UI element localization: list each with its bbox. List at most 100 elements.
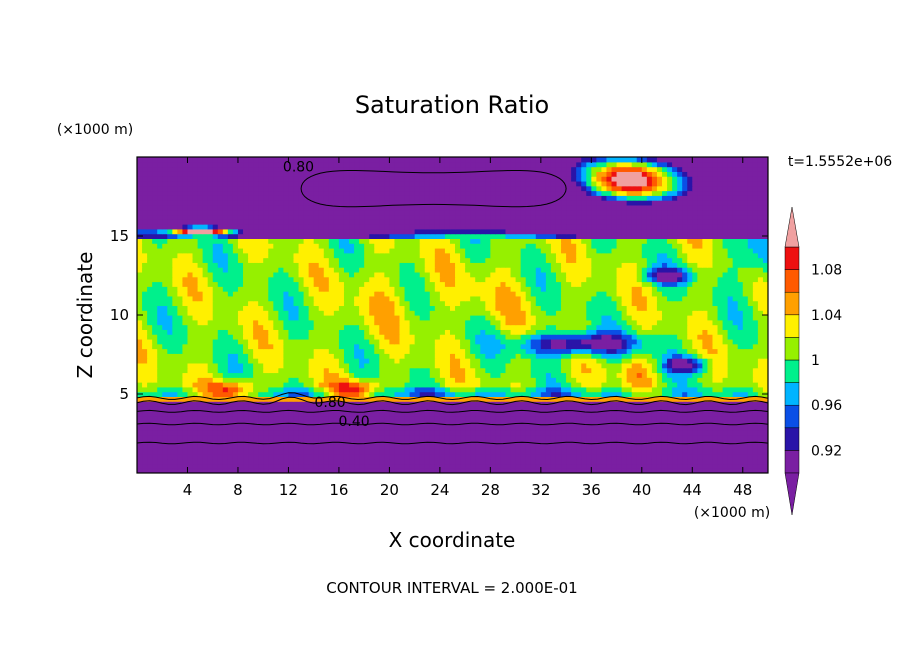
heatmap-cell <box>460 315 466 321</box>
heatmap-cell <box>253 401 259 407</box>
heatmap-cell <box>389 439 396 445</box>
heatmap-cell <box>677 382 683 388</box>
heatmap-cell <box>601 449 608 455</box>
heatmap-cell <box>722 358 729 364</box>
heatmap-cell <box>606 338 613 345</box>
heatmap-cell <box>444 329 451 335</box>
heatmap-cell <box>677 463 683 469</box>
heatmap-cell <box>566 305 572 311</box>
heatmap-cell <box>192 444 199 450</box>
heatmap-cell <box>702 444 709 450</box>
heatmap-cell <box>278 458 284 465</box>
heatmap-cell <box>722 372 729 378</box>
heatmap-cell <box>591 463 597 469</box>
heatmap-cell <box>687 405 693 412</box>
heatmap-cell <box>137 425 143 431</box>
heatmap-cell <box>550 382 557 388</box>
heatmap-cell <box>712 453 719 460</box>
heatmap-cell <box>232 300 239 307</box>
heatmap-cell <box>197 367 204 374</box>
heatmap-cell <box>626 458 633 465</box>
heatmap-cell <box>379 348 385 354</box>
heatmap-cell <box>419 391 426 397</box>
heatmap-cell <box>207 449 214 455</box>
heatmap-cell <box>414 334 421 340</box>
heatmap-cell <box>227 334 234 340</box>
heatmap-cell <box>682 329 688 335</box>
heatmap-cell <box>283 372 290 378</box>
heatmap-cell <box>394 444 401 450</box>
heatmap-cell <box>455 329 461 335</box>
heatmap-cell <box>182 410 189 417</box>
heatmap-cell <box>409 468 416 473</box>
heatmap-cell <box>318 343 325 350</box>
heatmap-cell <box>369 324 375 330</box>
heatmap-cell <box>651 281 658 287</box>
heatmap-cell <box>429 396 436 402</box>
heatmap-cell <box>424 334 431 340</box>
heatmap-cell <box>566 362 572 369</box>
heatmap-cell <box>364 324 370 330</box>
heatmap-cell <box>465 425 471 431</box>
heatmap-cell <box>248 396 254 402</box>
heatmap-cell <box>288 458 295 465</box>
heatmap-cell <box>762 310 768 316</box>
heatmap-cell <box>465 295 471 302</box>
heatmap-cell <box>742 382 749 388</box>
heatmap-cell <box>601 348 608 354</box>
heatmap-cell <box>162 343 168 350</box>
heatmap-cell <box>571 319 577 326</box>
heatmap-cell <box>586 315 592 321</box>
heatmap-cell <box>177 305 184 311</box>
heatmap-cell <box>192 434 199 441</box>
heatmap-cell <box>737 300 744 307</box>
heatmap-cell <box>611 410 618 417</box>
heatmap-cell <box>722 315 729 321</box>
heatmap-cell <box>379 391 385 397</box>
heatmap-cell <box>338 367 345 374</box>
heatmap-cell <box>137 295 143 302</box>
heatmap-cell <box>288 401 295 407</box>
heatmap-cell <box>394 391 401 397</box>
heatmap-cell <box>364 281 370 287</box>
heatmap-cell <box>409 295 416 302</box>
heatmap-cell <box>636 458 643 465</box>
heatmap-cell <box>248 410 254 417</box>
heatmap-cell <box>656 281 663 287</box>
heatmap-cell <box>354 458 360 465</box>
heatmap-cell <box>157 343 163 350</box>
heatmap-cell <box>682 324 688 330</box>
heatmap-cell <box>268 391 274 397</box>
heatmap-cell <box>727 429 734 436</box>
heatmap-cell <box>157 405 163 412</box>
heatmap-cell <box>485 396 491 402</box>
heatmap-cell <box>702 401 709 407</box>
heatmap-cell <box>707 291 714 297</box>
heatmap-cell <box>197 401 204 407</box>
heatmap-cell <box>752 286 759 292</box>
heatmap-cell <box>162 291 168 297</box>
heatmap-cell <box>283 324 290 330</box>
heatmap-cell <box>394 415 401 421</box>
heatmap-cell <box>656 358 663 364</box>
heatmap-cell <box>742 348 749 354</box>
heatmap-cell <box>308 449 315 455</box>
heatmap-cell <box>621 415 628 421</box>
heatmap-cell <box>641 295 648 302</box>
heatmap-cell <box>338 329 345 335</box>
heatmap-cell <box>298 315 305 321</box>
heatmap-cell <box>328 295 335 302</box>
heatmap-cell <box>197 348 204 354</box>
heatmap-cell <box>682 458 688 465</box>
heatmap-cell <box>722 439 729 445</box>
heatmap-cell <box>717 405 724 412</box>
heatmap-cell <box>419 358 426 364</box>
heatmap-cell <box>520 362 527 369</box>
heatmap-cell <box>465 291 471 297</box>
heatmap-cell <box>248 372 254 378</box>
heatmap-cell <box>687 291 693 297</box>
heatmap-cell <box>752 300 759 307</box>
heatmap-cell <box>182 315 189 321</box>
heatmap-cell <box>237 358 244 364</box>
heatmap-cell <box>399 310 406 316</box>
